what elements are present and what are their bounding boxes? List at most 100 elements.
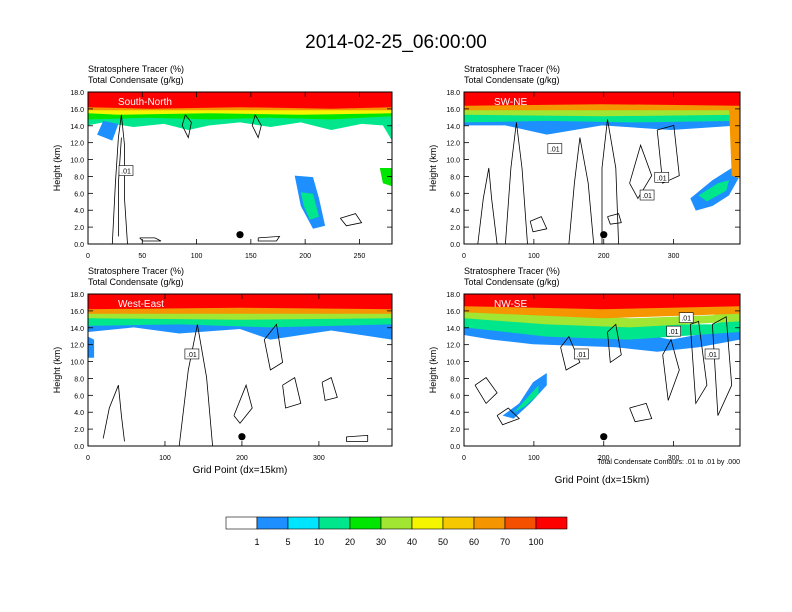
condensate-contour — [662, 338, 680, 401]
contour-note: Total Condensate Contours: .01 to .01 by… — [597, 459, 740, 466]
y-tick-label: 12.0 — [70, 343, 84, 350]
y-tick-label: 14.0 — [446, 326, 460, 333]
condensate-contour — [118, 137, 122, 237]
y-tick-label: 4.0 — [74, 208, 84, 215]
y-tick-label: 10.0 — [70, 360, 84, 367]
x-tick-label: 0 — [462, 455, 466, 462]
plot-frame — [87, 91, 393, 245]
colorbar-label: 5 — [285, 537, 290, 547]
y-tick-label: 6.0 — [74, 393, 84, 400]
tracer-band — [464, 294, 740, 310]
contour-label: .01 — [121, 169, 131, 176]
y-tick-label: 4.0 — [450, 208, 460, 215]
contour-label: .01 — [681, 316, 691, 323]
x-tick-label: 200 — [299, 253, 311, 260]
x-tick-label: 0 — [462, 253, 466, 260]
plot-frame — [463, 293, 741, 447]
condensate-contour — [529, 216, 548, 233]
x-tick-label: 300 — [313, 455, 325, 462]
panel-name: West-East — [118, 299, 164, 310]
x-tick-label: 300 — [668, 253, 680, 260]
panel-header-tracer: Stratosphere Tracer (%) — [88, 64, 184, 74]
tracer-band — [502, 373, 547, 419]
condensate-contour — [346, 434, 369, 442]
location-marker — [600, 433, 608, 441]
contour-label-box — [678, 312, 694, 323]
y-tick-label: 16.0 — [70, 107, 84, 114]
colorbar-swatch — [256, 516, 289, 530]
y-tick-label: 2.0 — [74, 225, 84, 232]
y-tick-label: 10.0 — [446, 158, 460, 165]
condensate-contours — [474, 316, 733, 426]
contour-label-box — [639, 189, 655, 201]
tracer-field — [88, 92, 392, 229]
panel-name: South-North — [118, 97, 172, 108]
colorbar-label: 60 — [469, 537, 479, 547]
x-tick-label: 50 — [138, 253, 146, 260]
panel-header-condensate: Total Condensate (g/kg) — [88, 75, 184, 85]
y-axis-label: Height (km) — [52, 347, 62, 394]
x-tick-label: 0 — [86, 253, 90, 260]
condensate-contour — [629, 402, 653, 423]
plot-frame — [87, 293, 393, 447]
condensate-contour — [233, 383, 253, 424]
panel-header-tracer: Stratosphere Tracer (%) — [88, 266, 184, 276]
x-tick-label: 200 — [236, 455, 248, 462]
x-tick-label: 150 — [245, 253, 257, 260]
x-axis-label-right: Grid Point (dx=15km) — [555, 475, 650, 486]
colorbar-swatch — [225, 516, 258, 530]
y-tick-label: 6.0 — [450, 191, 460, 198]
condensate-contour — [496, 407, 520, 426]
tracer-band — [379, 168, 392, 187]
condensate-contour — [263, 323, 284, 371]
y-tick-label: 0.0 — [74, 242, 84, 249]
y-tick-label: 8.0 — [74, 376, 84, 383]
colorbar-label: 10 — [314, 537, 324, 547]
colorbar-swatch — [287, 516, 320, 530]
y-tick-label: 12.0 — [446, 343, 460, 350]
plot-frame — [463, 91, 741, 245]
colorbar-label: 100 — [528, 537, 543, 547]
colorbar-label: 20 — [345, 537, 355, 547]
tracer-band — [97, 120, 119, 141]
contour-label: .01 — [657, 175, 667, 182]
condensate-contour — [178, 324, 213, 446]
colorbar-label: 30 — [376, 537, 386, 547]
colorbar-swatch — [349, 516, 382, 530]
colorbar-label: 50 — [438, 537, 448, 547]
contour-label: .01 — [550, 147, 560, 154]
x-tick-label: 200 — [598, 455, 610, 462]
condensate-contour — [282, 376, 302, 409]
y-tick-label: 18.0 — [446, 90, 460, 97]
condensate-contour — [607, 213, 622, 225]
condensate-contour — [181, 114, 192, 139]
condensate-contour — [477, 167, 498, 244]
colorbar-swatch — [380, 516, 413, 530]
y-tick-label: 6.0 — [450, 393, 460, 400]
panel-name: SW-NE — [494, 97, 527, 108]
colorbar-swatch — [442, 516, 475, 530]
y-axis-label: Height (km) — [428, 145, 438, 192]
panel-header-condensate: Total Condensate (g/kg) — [88, 277, 184, 287]
panel-header-tracer: Stratosphere Tracer (%) — [464, 64, 560, 74]
y-tick-label: 14.0 — [70, 326, 84, 333]
x-tick-label: 300 — [668, 455, 680, 462]
location-marker — [238, 433, 246, 441]
tracer-band — [88, 336, 95, 358]
condensate-contour — [257, 235, 281, 242]
condensate-contour — [111, 114, 128, 244]
y-tick-label: 0.0 — [450, 242, 460, 249]
y-tick-label: 6.0 — [74, 191, 84, 198]
colorbar-swatch — [535, 516, 568, 530]
y-tick-label: 0.0 — [74, 444, 84, 451]
y-tick-label: 4.0 — [450, 410, 460, 417]
tracer-field — [464, 92, 740, 211]
y-tick-label: 10.0 — [70, 158, 84, 165]
panel-name: NW-SE — [494, 299, 527, 310]
condensate-contour — [251, 114, 262, 139]
panel-header-tracer: Stratosphere Tracer (%) — [464, 266, 560, 276]
condensate-contour — [712, 316, 733, 416]
y-tick-label: 16.0 — [70, 309, 84, 316]
tracer-band — [300, 192, 319, 220]
y-tick-label: 8.0 — [74, 174, 84, 181]
